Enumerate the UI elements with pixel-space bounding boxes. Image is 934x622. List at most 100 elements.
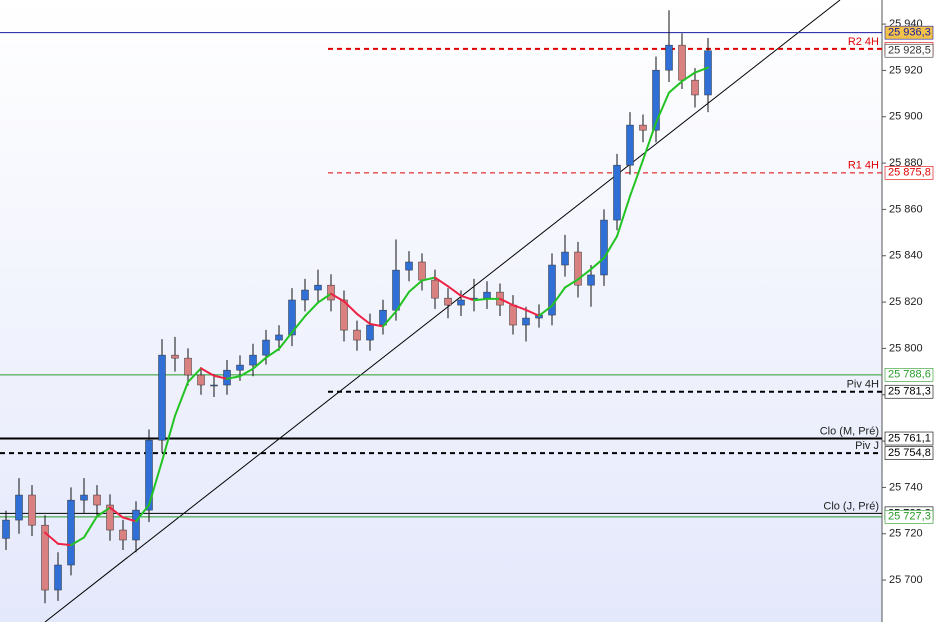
level-label: 25 928,5 [888,45,931,57]
ma-segment [577,268,592,281]
candle-body [366,324,374,341]
level-label: 25 875,8 [888,167,931,179]
ma-segment [343,300,358,315]
candle-body [197,374,205,386]
candle-body [41,524,49,591]
y-tick-label: 25 700 [889,574,923,586]
y-tick-label: 25 900 [889,111,923,123]
ma-segment [655,91,670,124]
candle-body [353,329,361,341]
candle-body [80,494,88,501]
y-tick-label: 25 880 [889,157,923,169]
ma-segment [96,506,111,518]
ma-segment [369,322,384,328]
level-label-box [884,368,934,382]
candle-body [665,44,673,71]
candle-body [678,44,686,81]
candle-body [314,284,322,291]
ma-segment [57,542,72,547]
level-label-box [884,446,934,460]
level-label: 25 788,6 [888,369,931,381]
ma-segment [694,66,709,74]
candle-body [691,79,699,96]
ma-segment [317,292,332,304]
ma-segment [70,536,85,547]
ma-segment [395,290,410,313]
ma-segment [408,279,423,293]
candle-body [2,519,10,539]
y-tick-label: 25 860 [889,203,923,215]
y-tick-label: 25 820 [889,296,923,308]
candle-body [600,219,608,276]
candle-body [119,529,127,541]
candle-body [392,269,400,311]
ma-segment [421,276,436,282]
ma-segment [447,285,462,297]
ma-segment [161,414,176,463]
candle-body [522,317,530,326]
ma-segment [174,381,189,417]
candle-body [509,304,517,326]
candle-body [145,439,153,511]
ma-segment [291,315,306,334]
level-label: 25 754,8 [888,447,931,459]
levels: R2 4H R1 4H Piv 4H Clo (M, Pré) Piv J Clo (J,… [0,32,882,518]
ma-segment [538,304,553,317]
level-label-box [884,510,934,524]
candle-body [288,299,296,336]
candle-body [444,297,452,306]
level-label: 25 727,3 [888,511,931,523]
level-label: 25 936,3 [888,27,931,39]
ma-segment [603,235,618,260]
candle-body [93,494,101,506]
level-name: Piv 4H [847,379,879,391]
ma-segment [460,294,475,302]
ma-segment [382,310,397,328]
candle-body [457,299,465,306]
moving-average [44,66,709,547]
candle-body [171,354,179,359]
ma-segment [278,331,293,350]
ma-segment [551,286,566,307]
y-tick-label: 25 720 [889,528,923,540]
ma-segment [499,297,514,307]
level-label-box [884,166,934,180]
ma-segment [44,531,59,545]
ma-segment [109,506,124,519]
candle-body [67,499,75,566]
candle-body [639,124,647,131]
candle-body [236,364,244,371]
y-tick-label: 25 840 [889,250,923,262]
ma-segment [525,308,540,317]
candle-body [327,284,335,301]
candles [2,10,712,604]
candle-body [106,504,114,531]
ma-segment [200,367,215,377]
candle-body [158,354,166,441]
candle-body [652,69,660,131]
ma-segment [83,515,98,539]
ma-segment [473,297,488,302]
level-label-box [884,25,934,40]
level-label-box [884,384,934,399]
ma-segment [629,159,644,198]
level-name: R1 4H [848,160,879,172]
ma-segment [304,301,319,318]
candle-body [262,339,270,356]
ma-segment [265,347,280,359]
ma-segment [226,375,241,380]
candle-body [704,50,712,96]
candle-body [54,564,62,591]
ma-segment [590,257,605,271]
candle-body [15,494,23,521]
candle-body [418,261,426,281]
candle-body [587,274,595,286]
ma-segment [330,292,345,303]
candle-body [275,334,283,341]
plot-background [0,0,882,622]
candle-body [561,251,569,266]
ma-segment [668,80,683,94]
level-label-box [884,43,934,58]
candle-body [210,384,218,387]
